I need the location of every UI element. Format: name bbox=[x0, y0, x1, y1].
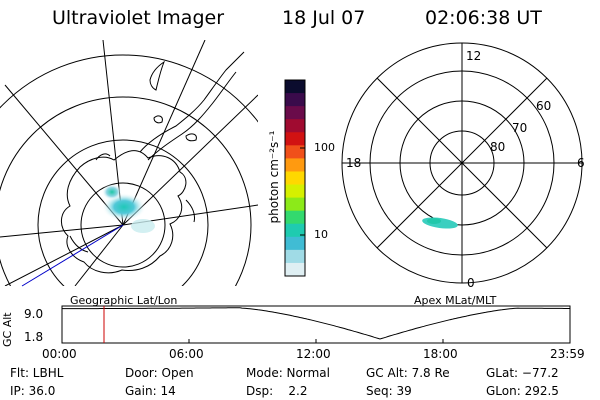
geo-lat-circle bbox=[80, 182, 166, 268]
color-bar-band bbox=[285, 132, 305, 146]
orbit-ytick-min: 1.8 bbox=[24, 330, 44, 344]
orbit-xtick-label: 23:59 bbox=[550, 347, 585, 361]
geo-lon-line bbox=[74, 224, 124, 286]
color-bar-band bbox=[285, 158, 305, 172]
mlat-label-80: 80 bbox=[490, 140, 506, 154]
glon-readout: GLon: 292.5 bbox=[486, 384, 559, 398]
color-bar-band bbox=[285, 145, 305, 159]
color-bar-tick-label: 100 bbox=[314, 141, 335, 154]
color-bar-band bbox=[285, 262, 305, 277]
geo-lat-circle bbox=[37, 139, 209, 286]
glat-readout: GLat: −77.2 bbox=[486, 366, 559, 380]
coastline-detail bbox=[69, 153, 195, 253]
orbit-xtick-label: 00:00 bbox=[42, 347, 77, 361]
peninsula-coastline bbox=[139, 51, 245, 153]
orbit-xtick-label: 18:00 bbox=[423, 347, 458, 361]
geo-lon-line bbox=[122, 94, 258, 226]
aurora-emission bbox=[102, 193, 146, 221]
color-bar-band bbox=[285, 80, 305, 94]
aurora-emission bbox=[131, 219, 155, 233]
color-bar-band bbox=[285, 249, 305, 264]
observation-time: 02:06:38 UT bbox=[425, 7, 542, 29]
mlat-label-60: 60 bbox=[536, 99, 552, 113]
geo-panel-label: Geographic Lat/Lon bbox=[70, 294, 178, 307]
south-america-coastline bbox=[149, 60, 166, 91]
instrument-title: Ultraviolet Imager bbox=[52, 7, 225, 29]
orbit-plot-frame bbox=[61, 305, 571, 344]
door-readout: Door: Open bbox=[125, 366, 194, 380]
color-bar-band bbox=[285, 184, 305, 199]
color-bar-band bbox=[285, 210, 305, 225]
aurora-emission bbox=[102, 184, 122, 200]
island-coastline bbox=[153, 115, 163, 124]
color-bar-band bbox=[285, 171, 305, 186]
color-bar-band bbox=[285, 93, 305, 107]
observation-date: 18 Jul 07 bbox=[282, 7, 366, 29]
ip-readout: IP: 36.0 bbox=[10, 384, 56, 398]
color-bar-band bbox=[285, 236, 305, 251]
mlt-label-top: 12 bbox=[466, 49, 482, 63]
seq-readout: Seq: 39 bbox=[366, 384, 412, 398]
color-bar-gradient bbox=[285, 80, 305, 277]
orbit-xtick-label: 06:00 bbox=[169, 347, 204, 361]
dsp-readout: Dsp: 2.2 bbox=[246, 384, 308, 398]
orbit-altitude-curve bbox=[62, 307, 570, 340]
peninsula-coastline bbox=[147, 71, 237, 161]
orbit-ylabel: GC Alt bbox=[1, 312, 14, 347]
island-coastline bbox=[185, 133, 197, 142]
mlt-line-diagonal bbox=[376, 77, 548, 249]
gc-alt-readout: GC Alt: 7.8 Re bbox=[366, 366, 450, 380]
color-bar-band bbox=[285, 197, 305, 212]
orbit-xtick-label: 12:00 bbox=[296, 347, 331, 361]
color-bar-band bbox=[285, 119, 305, 133]
geo-lon-line bbox=[0, 224, 124, 238]
geo-lat-circle bbox=[0, 96, 252, 286]
geo-lat-circle bbox=[0, 54, 258, 123]
spacecraft-ground-track bbox=[21, 224, 124, 287]
color-bar-tick-label: 10 bbox=[314, 228, 328, 241]
mlt-label-right: 6 bbox=[577, 156, 585, 170]
mode-readout: Mode: Normal bbox=[246, 366, 330, 380]
gain-readout: Gain: 14 bbox=[125, 384, 176, 398]
color-bar-band bbox=[285, 223, 305, 238]
color-bar-frame bbox=[284, 79, 306, 277]
polar-aurora-emission bbox=[427, 218, 441, 224]
polar-panel-label: Apex MLat/MLT bbox=[414, 294, 497, 307]
geo-lon-line bbox=[4, 84, 124, 226]
color-bar-band bbox=[285, 106, 305, 120]
mlat-label-70: 70 bbox=[512, 121, 528, 135]
mlt-label-bottom: 0 bbox=[467, 276, 475, 290]
antarctica-coastline bbox=[61, 150, 187, 274]
orbit-ytick-max: 9.0 bbox=[24, 307, 44, 321]
filter-readout: Flt: LBHL bbox=[10, 366, 64, 380]
geo-lon-line bbox=[4, 224, 124, 286]
mlt-label-left: 18 bbox=[346, 156, 362, 170]
